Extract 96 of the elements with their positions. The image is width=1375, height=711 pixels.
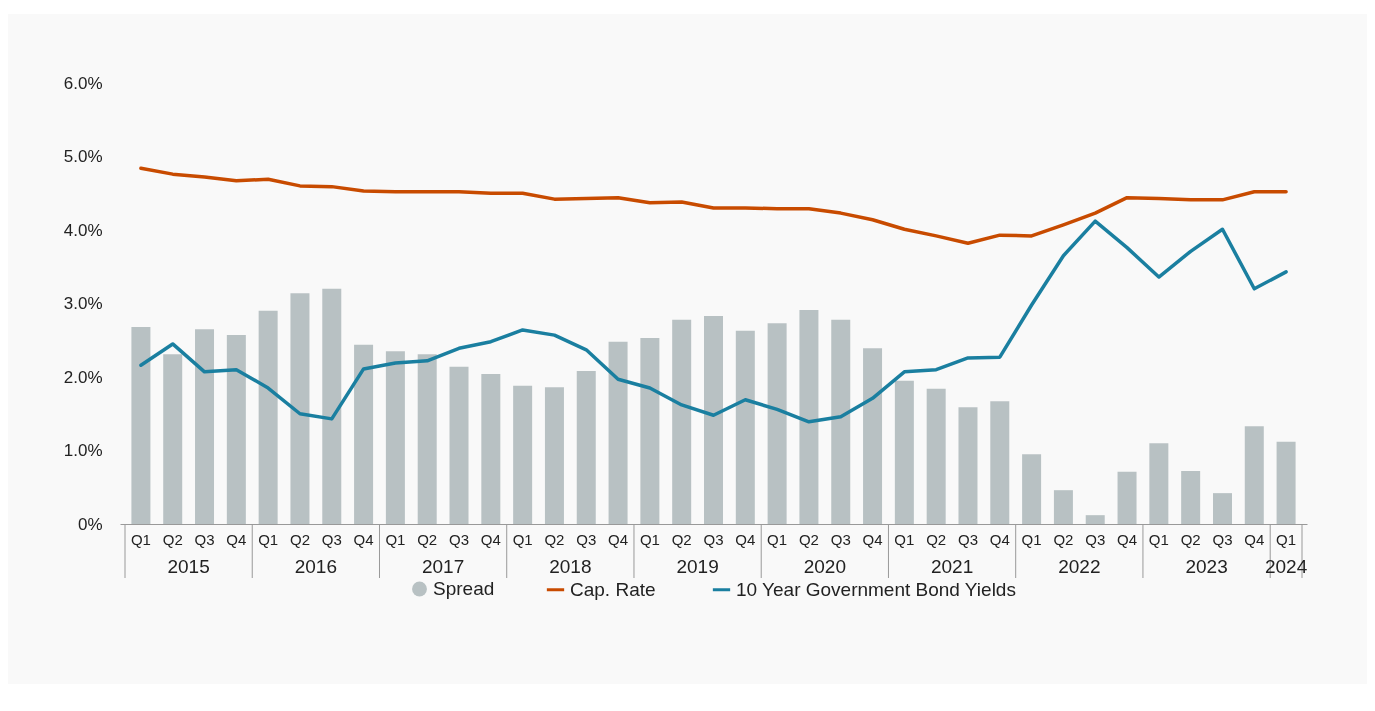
bar (1022, 454, 1042, 524)
bar (258, 310, 278, 524)
x-tick-label: Q3 (703, 531, 724, 548)
text: 2015 (167, 556, 210, 577)
x-tick-label: Q1 (512, 531, 533, 548)
y-tick-label: 4.0% (63, 220, 103, 240)
x-tick-label: Q3 (321, 531, 342, 548)
x-tick-label: Q3 (1212, 531, 1233, 548)
x-tick-label: Q4 (862, 531, 883, 548)
text: 2019 (676, 556, 719, 577)
line-series (139, 219, 1288, 424)
bar (640, 338, 660, 524)
text: 2018 (549, 556, 592, 577)
x-tick-label: Q4 (1244, 531, 1265, 548)
x-tick-label: Q1 (1276, 531, 1297, 548)
x-tick-label: Q4 (480, 531, 501, 548)
bar (417, 354, 437, 524)
bar (354, 344, 374, 524)
x-tick-label: Q4 (226, 531, 247, 548)
legend-label: 10 Year Government Bond Yields (736, 578, 1016, 600)
x-tick-label: Q2 (289, 531, 310, 548)
bar (672, 319, 692, 524)
bar (322, 288, 342, 524)
bar (385, 351, 405, 524)
text: 2021 (930, 556, 974, 577)
bar (449, 366, 469, 524)
x-tick-label: Q4 (989, 531, 1010, 548)
x-tick-label: Q4 (608, 531, 629, 548)
bar (863, 348, 883, 524)
y-tick-label: 5.0% (63, 147, 103, 166)
x-tick-label: Q1 (1021, 531, 1042, 548)
bar (704, 316, 723, 524)
x-tick-label: Q3 (1085, 531, 1106, 548)
x-tick-label: Q4 (353, 531, 374, 548)
x-tick-label: Q2 (544, 531, 565, 548)
bar (1181, 471, 1201, 524)
bar (576, 371, 596, 524)
text: 2017 (421, 556, 465, 577)
bar (608, 341, 628, 524)
x-tick-label: Q3 (830, 531, 851, 548)
bar (1117, 471, 1137, 524)
bar (1276, 441, 1296, 524)
text: 2024 (1264, 556, 1308, 577)
bar (926, 388, 946, 524)
bar (163, 354, 183, 524)
x-tick-label: Q2 (162, 531, 183, 548)
bar (1212, 493, 1232, 524)
y-tick-label: 3.0% (63, 294, 103, 313)
bar (1244, 426, 1264, 524)
legend-label: Cap. Rate (570, 578, 656, 600)
bar (767, 323, 787, 524)
bar (131, 327, 151, 524)
x-tick-label: Q1 (767, 531, 788, 548)
text: 2022 (1058, 556, 1101, 577)
x-tick-label: Q4 (1117, 531, 1138, 548)
bar (831, 319, 851, 524)
x-tick-label: Q2 (1180, 531, 1201, 548)
text: 2023 (1185, 556, 1228, 577)
bar (544, 387, 564, 524)
x-tick-label: Q1 (258, 531, 279, 548)
legend-label: Spread (433, 578, 495, 599)
bar (226, 335, 246, 524)
x-tick-label: Q2 (671, 531, 692, 548)
x-tick-label: Q2 (798, 531, 819, 548)
line-series (139, 166, 1288, 245)
bar (958, 407, 978, 524)
bar (799, 310, 819, 524)
x-tick-label: Q3 (194, 531, 215, 548)
bar (1053, 490, 1073, 524)
x-tick-label: Q2 (417, 531, 438, 548)
bar (1085, 515, 1105, 524)
y-tick-label: 6.0% (63, 73, 103, 93)
x-tick-label: Q2 (926, 531, 947, 548)
x-tick-label: Q1 (385, 531, 406, 548)
x-tick-label: Q3 (957, 531, 978, 548)
bar (513, 385, 533, 524)
bar (1149, 443, 1169, 524)
bar (990, 401, 1010, 524)
bar (290, 293, 310, 524)
y-tick-label: 1.0% (63, 441, 103, 460)
text: 2020 (803, 556, 846, 577)
x-tick-label: Q2 (1053, 531, 1074, 548)
x-tick-label: Q1 (639, 531, 660, 548)
x-tick-label: Q1 (894, 531, 915, 548)
bar (894, 380, 914, 524)
text: 2016 (294, 556, 338, 577)
bar (735, 330, 755, 524)
x-tick-label: Q3 (449, 531, 470, 548)
bar (481, 374, 501, 524)
y-tick-label: 2.0% (63, 367, 103, 387)
y-tick-label: 0% (77, 514, 103, 534)
x-tick-label: Q1 (130, 531, 151, 548)
x-tick-label: Q1 (1148, 531, 1169, 548)
x-tick-label: Q4 (735, 531, 756, 548)
bar (195, 329, 215, 524)
x-tick-label: Q3 (576, 531, 597, 548)
